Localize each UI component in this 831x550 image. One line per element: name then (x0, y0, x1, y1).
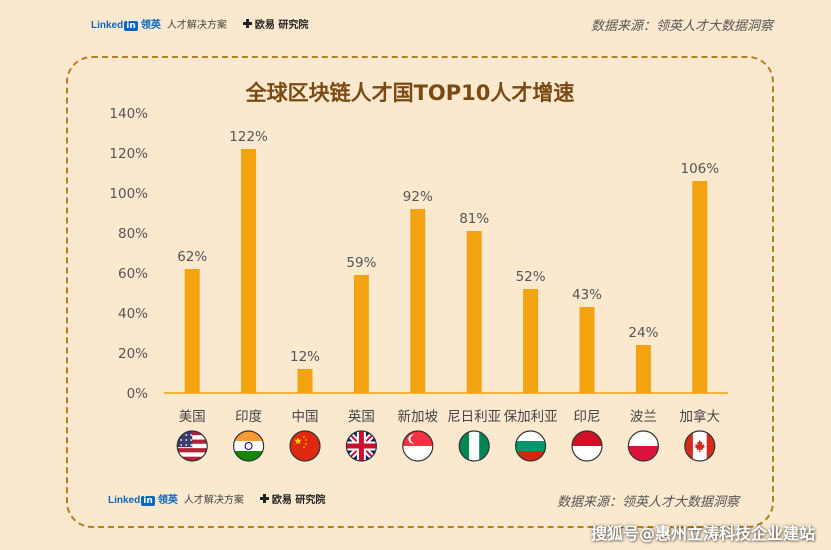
y-tick-label: 20% (118, 346, 148, 362)
chart-frame (66, 56, 774, 528)
header-tagline: 人才解决方案 (166, 20, 227, 31)
linkedin-cn: 领英 (140, 20, 161, 31)
category-label: 尼日利亚 (447, 409, 501, 425)
bar (466, 231, 482, 393)
category-label: 加拿大 (680, 408, 721, 425)
header-source: 数据来源：领英人才大数据洞察 (590, 19, 773, 34)
watermark: 搜狐号@惠州立涛科技企业建站 (590, 524, 815, 543)
bar-value-label: 12% (290, 349, 320, 365)
y-tick-label: 60% (118, 266, 148, 282)
linkedin-logo: Linked in 领英 (91, 16, 161, 31)
y-tick-label: 140% (109, 106, 148, 122)
y-tick-label: 40% (118, 306, 148, 322)
bulgaria-flag-icon (514, 430, 547, 462)
ouyi-icon-footer (259, 494, 269, 503)
y-tick-label: 0% (127, 386, 149, 402)
bar (184, 269, 200, 393)
poland-flag-icon (627, 430, 660, 462)
header-logos: Linked in 领英 人才解决方案 欧易 研究院 (91, 16, 308, 31)
category-label: 保加利亚 (504, 409, 558, 425)
bar-value-label: 24% (628, 325, 658, 341)
category-label: 英国 (348, 408, 375, 425)
bar (410, 209, 426, 393)
indonesia-flag-icon (571, 430, 603, 462)
category-label: 印度 (235, 409, 262, 425)
linkedin-logo-footer: Linked in 领英 (108, 491, 178, 506)
uk-flag-icon (345, 430, 377, 462)
y-axis: 0% 20% 40% 60% 80% 100% 120% 140% (109, 106, 728, 402)
bar-value-label: 52% (516, 269, 546, 285)
bar (692, 181, 708, 393)
footer-tagline: 人才解决方案 (183, 495, 244, 506)
bar (241, 149, 257, 393)
category-label: 中国 (292, 409, 319, 425)
india-flag-icon (233, 430, 265, 462)
footer-source: 数据来源：领英人才大数据洞察 (556, 495, 739, 510)
footer-logos: Linked in 领英 人才解决方案 欧易 研究院 (108, 491, 325, 506)
value-labels: 62% 122% 12% 59% 92% 81% 52% 43% 24% 106% (177, 129, 719, 365)
linkedin-word-footer: Linked (108, 495, 141, 506)
category-labels: 美国 印度 中国 英国 新加坡 尼日利亚 保加利亚 印尼 波兰 加拿大 (179, 408, 720, 425)
bar (297, 369, 313, 393)
bar-value-label: 106% (680, 161, 719, 177)
linkedin-word: Linked (91, 20, 124, 31)
bar (635, 345, 651, 393)
ouyi-logo-footer: 欧易 研究院 (259, 491, 326, 506)
us-flag-icon (176, 430, 208, 462)
category-label: 印尼 (574, 409, 601, 425)
y-tick-label: 120% (109, 146, 148, 162)
linkedin-in-box-footer: in (141, 496, 155, 506)
bar-value-label: 81% (459, 211, 489, 227)
bar-value-label: 43% (572, 287, 602, 303)
bar-value-label: 122% (229, 129, 268, 145)
y-tick-label: 80% (118, 226, 148, 242)
linkedin-cn-footer: 领英 (157, 495, 178, 506)
ouyi-icon (242, 19, 252, 28)
canada-flag-icon (684, 430, 716, 462)
ouyi-label: 欧易 研究院 (254, 20, 309, 31)
category-label: 波兰 (630, 409, 657, 425)
bar-value-label: 59% (346, 255, 376, 271)
bar-value-label: 62% (177, 249, 207, 265)
china-flag-icon (289, 430, 321, 462)
category-label: 新加坡 (398, 409, 439, 425)
bars (184, 149, 708, 393)
ouyi-label-footer: 欧易 研究院 (271, 495, 326, 506)
linkedin-in-box: in (124, 21, 138, 31)
ouyi-logo: 欧易 研究院 (242, 16, 309, 31)
chart-title: 全球区块链人才国TOP10人才增速 (245, 81, 575, 105)
nigeria-flag-icon (458, 430, 490, 462)
bar (353, 275, 369, 393)
y-tick-label: 100% (109, 186, 148, 202)
flags (176, 430, 716, 462)
singapore-flag-icon (402, 430, 434, 462)
bar (523, 289, 539, 393)
category-label: 美国 (179, 409, 206, 425)
bar-value-label: 92% (403, 189, 433, 205)
bar (579, 307, 595, 393)
